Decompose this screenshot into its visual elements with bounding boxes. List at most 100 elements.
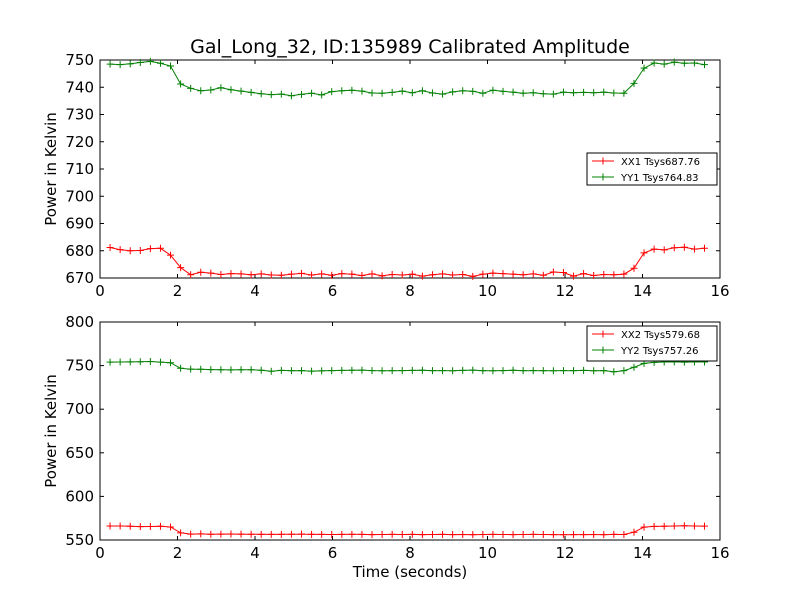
data-point: [217, 270, 225, 278]
data-point: [640, 64, 648, 72]
data-point: [499, 367, 507, 375]
data-point: [549, 531, 557, 539]
data-point: [418, 366, 426, 374]
data-point: [338, 366, 346, 374]
data-point: [136, 246, 144, 254]
data-point: [217, 366, 225, 374]
data-point: [318, 530, 326, 538]
legend-marker: [599, 157, 607, 165]
data-point: [126, 60, 134, 68]
data-point: [630, 528, 638, 536]
data-point: [398, 531, 406, 539]
data-point: [338, 270, 346, 278]
data-point: [156, 59, 164, 67]
y-tick-label: 750: [65, 51, 94, 69]
y-tick-label: 670: [65, 269, 94, 287]
data-point: [388, 88, 396, 96]
data-point: [701, 61, 708, 69]
data-point: [378, 89, 386, 97]
data-point: [277, 271, 285, 279]
data-point: [620, 531, 628, 539]
x-tick-label: 0: [95, 544, 105, 562]
data-point: [277, 530, 285, 538]
legend-box: [586, 152, 718, 186]
data-point: [539, 367, 547, 375]
legend: XX1 Tsys687.76 YY1 Tsys764.83: [586, 152, 718, 186]
data-point: [116, 61, 124, 69]
data-point: [116, 358, 124, 366]
data-point: [308, 367, 316, 375]
data-point: [539, 90, 547, 98]
data-point: [398, 87, 406, 95]
data-point: [509, 531, 517, 539]
data-point: [570, 272, 578, 280]
data-point: [459, 270, 467, 278]
data-point: [469, 531, 477, 539]
data-point: [570, 531, 578, 539]
data-point: [701, 522, 708, 530]
data-point: [529, 270, 537, 278]
x-tick-label: 4: [250, 282, 260, 300]
data-point: [610, 271, 618, 279]
data-point: [519, 367, 527, 375]
data-point: [670, 58, 678, 66]
data-point: [207, 366, 215, 374]
data-point: [106, 243, 114, 251]
data-point: [177, 80, 185, 88]
legend-box: [586, 325, 718, 362]
data-point: [358, 530, 366, 538]
data-point: [348, 270, 356, 278]
data-point: [237, 530, 245, 538]
data-point: [227, 270, 235, 278]
data-point: [378, 272, 386, 280]
data-point: [559, 88, 567, 96]
data-point: [177, 264, 185, 272]
data-point: [398, 271, 406, 279]
data-point: [156, 358, 164, 366]
data-point: [509, 366, 517, 374]
data-point: [559, 531, 567, 539]
data-point: [217, 84, 225, 92]
data-point: [428, 271, 436, 279]
data-point: [650, 59, 658, 67]
legend-marker: [599, 346, 607, 354]
data-point: [298, 530, 305, 538]
data-point: [146, 57, 154, 65]
data-point: [449, 367, 457, 375]
data-point: [398, 367, 406, 375]
data-point: [559, 269, 567, 277]
data-point: [529, 89, 537, 97]
data-point: [308, 89, 316, 97]
data-point: [358, 366, 366, 374]
data-point: [328, 88, 336, 96]
legend-marker: [599, 330, 607, 338]
data-point: [469, 366, 477, 374]
data-point: [650, 522, 658, 530]
data-point: [237, 366, 245, 374]
data-point: [600, 367, 608, 375]
data-point: [308, 530, 316, 538]
data-point: [106, 522, 114, 530]
data-point: [247, 530, 255, 538]
data-point: [610, 368, 618, 376]
data-point: [418, 87, 426, 95]
data-point: [267, 530, 275, 538]
data-point: [469, 272, 477, 280]
data-point: [267, 91, 275, 99]
data-point: [126, 247, 134, 255]
data-point: [439, 270, 447, 278]
data-point: [227, 86, 235, 94]
data-point: [197, 365, 205, 373]
x-tick-label: 6: [328, 544, 338, 562]
data-point: [459, 366, 467, 374]
x-tick-label: 4: [250, 544, 260, 562]
data-point: [368, 89, 376, 97]
data-point: [509, 88, 517, 96]
data-point: [328, 367, 336, 375]
x-tick-label: 2: [173, 282, 183, 300]
x-axis-label: Time (seconds): [352, 563, 468, 581]
legend-label: YY2 Tsys757.26: [620, 346, 699, 357]
data-point: [348, 86, 356, 94]
x-tick-label: 12: [555, 282, 574, 300]
x-tick-label: 16: [710, 544, 729, 562]
